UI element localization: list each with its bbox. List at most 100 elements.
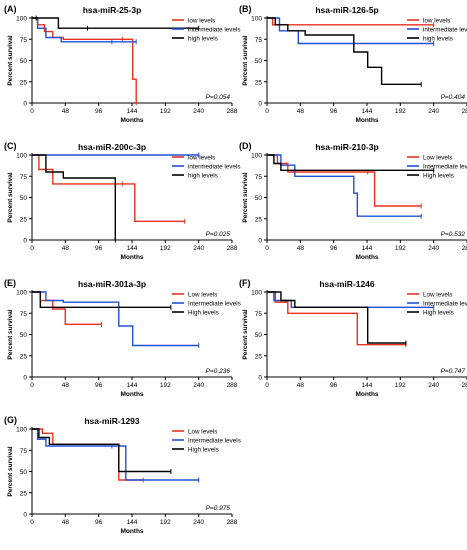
legend-entry: high levels bbox=[423, 36, 453, 43]
y-tick-label: 50 bbox=[20, 195, 28, 202]
legend-entry: Low levels bbox=[423, 292, 452, 299]
x-tick-label: 48 bbox=[62, 519, 70, 526]
x-tick-label: 240 bbox=[193, 108, 204, 115]
legend-entry: High levels bbox=[188, 447, 219, 454]
chart-title: hsa-miR-200c-3p bbox=[78, 142, 146, 152]
x-tick-label: 240 bbox=[428, 245, 439, 252]
x-tick-label: 288 bbox=[227, 245, 238, 252]
survival-curve bbox=[267, 291, 406, 344]
y-tick-label: 25 bbox=[20, 216, 28, 223]
survival-curve bbox=[267, 154, 422, 207]
x-tick-label: 48 bbox=[297, 245, 305, 252]
y-tick-label: 0 bbox=[258, 101, 262, 108]
survival-curve bbox=[32, 17, 137, 103]
legend-entry: High levels bbox=[423, 173, 454, 180]
y-tick-label: 100 bbox=[16, 153, 27, 160]
x-tick-label: 288 bbox=[462, 245, 467, 252]
y-tick-label: 25 bbox=[20, 79, 28, 86]
x-tick-label: 144 bbox=[127, 382, 138, 389]
legend-entry: high levels bbox=[188, 36, 218, 43]
x-axis-label: Months bbox=[120, 528, 143, 535]
y-tick-label: 0 bbox=[23, 238, 27, 245]
x-tick-label: 96 bbox=[330, 108, 338, 115]
chart-panel: (E) hsa-miR-301a-3p 0 25 50 75 100 0 48 96 144 192 2… bbox=[4, 278, 241, 398]
y-axis-label: Percent survival bbox=[7, 35, 14, 85]
chart-panel: (A) hsa-miR-25-3p 0 25 50 75 100 0 48 96 144 192 240… bbox=[4, 4, 241, 124]
y-tick-label: 25 bbox=[20, 490, 28, 497]
y-axis-label: Percent survival bbox=[242, 35, 249, 85]
legend-entry: intermediate levels bbox=[188, 27, 241, 34]
survival-curve bbox=[32, 17, 199, 29]
x-tick-label: 240 bbox=[193, 382, 204, 389]
x-tick-label: 240 bbox=[428, 108, 439, 115]
y-axis-label: Percent survival bbox=[242, 172, 249, 222]
y-tick-label: 100 bbox=[251, 153, 262, 160]
survival-curve bbox=[267, 17, 422, 85]
y-tick-label: 75 bbox=[255, 174, 263, 181]
x-tick-label: 0 bbox=[265, 382, 269, 389]
x-tick-label: 144 bbox=[127, 245, 138, 252]
x-tick-label: 96 bbox=[95, 519, 103, 526]
x-tick-label: 48 bbox=[62, 108, 70, 115]
y-tick-label: 25 bbox=[255, 216, 263, 223]
x-tick-label: 240 bbox=[193, 245, 204, 252]
survival-curve bbox=[267, 154, 422, 217]
y-tick-label: 100 bbox=[251, 16, 262, 23]
chart-panel: (G) hsa-miR-1293 0 25 50 75 100 0 48 96 144 192 240 2… bbox=[4, 415, 241, 535]
x-axis-label: Months bbox=[355, 117, 378, 124]
x-tick-label: 96 bbox=[330, 382, 338, 389]
chart-title: hsa-miR-126-5p bbox=[315, 5, 378, 15]
legend-entry: Low levels bbox=[423, 155, 452, 162]
chart-title: hsa-miR-25-3p bbox=[83, 5, 142, 15]
survival-curve bbox=[32, 17, 137, 43]
p-value: P=0.975 bbox=[206, 505, 231, 512]
survival-curve bbox=[32, 428, 171, 473]
x-tick-label: 192 bbox=[395, 382, 406, 389]
x-tick-label: 240 bbox=[193, 519, 204, 526]
x-tick-label: 192 bbox=[160, 108, 171, 115]
x-axis-label: Months bbox=[355, 254, 378, 261]
y-axis-label: Percent survival bbox=[242, 309, 249, 359]
survival-curve bbox=[32, 154, 185, 222]
survival-curve bbox=[32, 428, 199, 481]
chart-panel: (B) hsa-miR-126-5p 0 25 50 75 100 0 48 96 144 192 24… bbox=[239, 4, 467, 124]
x-tick-label: 144 bbox=[362, 245, 373, 252]
x-tick-label: 144 bbox=[127, 519, 138, 526]
y-tick-label: 25 bbox=[255, 353, 263, 360]
x-tick-label: 96 bbox=[95, 382, 103, 389]
x-tick-label: 288 bbox=[462, 382, 467, 389]
y-tick-label: 50 bbox=[255, 195, 263, 202]
x-tick-label: 48 bbox=[62, 382, 70, 389]
legend-entry: Intermediate levels bbox=[188, 438, 241, 445]
x-tick-label: 96 bbox=[330, 245, 338, 252]
legend-entry: intermediate levels bbox=[188, 164, 241, 171]
x-tick-label: 0 bbox=[30, 245, 34, 252]
panel-label: (C) bbox=[4, 141, 17, 151]
panel-label: (D) bbox=[239, 141, 252, 151]
y-tick-label: 100 bbox=[16, 427, 27, 434]
survival-curve bbox=[32, 154, 116, 240]
y-tick-label: 100 bbox=[16, 16, 27, 23]
x-tick-label: 144 bbox=[362, 382, 373, 389]
p-value: P=0.236 bbox=[206, 368, 231, 375]
legend-entry: Intermediate levels bbox=[188, 301, 241, 308]
y-tick-label: 75 bbox=[255, 311, 263, 318]
survival-curve bbox=[32, 291, 102, 325]
x-tick-label: 0 bbox=[265, 108, 269, 115]
survival-curve bbox=[267, 17, 434, 26]
chart-title: hsa-miR-1246 bbox=[319, 279, 375, 289]
x-tick-label: 48 bbox=[297, 382, 305, 389]
survival-curve bbox=[267, 154, 434, 171]
x-tick-label: 192 bbox=[160, 519, 171, 526]
x-axis-label: Months bbox=[120, 254, 143, 261]
legend-entry: Low levels bbox=[188, 429, 217, 436]
y-tick-label: 0 bbox=[258, 238, 262, 245]
y-tick-label: 75 bbox=[20, 311, 28, 318]
survival-curve bbox=[32, 428, 144, 481]
y-tick-label: 25 bbox=[20, 353, 28, 360]
y-tick-label: 25 bbox=[255, 79, 263, 86]
y-tick-label: 75 bbox=[20, 37, 28, 44]
p-value: P=0.025 bbox=[206, 231, 231, 238]
y-axis-label: Percent survival bbox=[7, 446, 14, 496]
chart-panel: (D) hsa-miR-210-3p 0 25 50 75 100 0 48 96 144 192 24… bbox=[239, 141, 467, 261]
